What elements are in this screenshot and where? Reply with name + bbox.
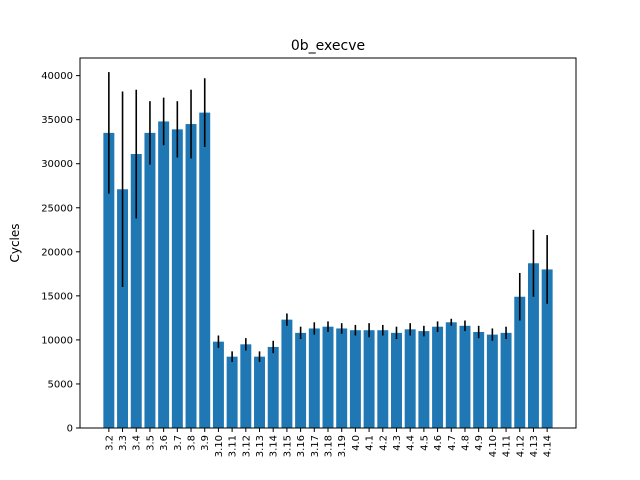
error-bars-layer bbox=[108, 72, 548, 362]
x-tick-label: 3.10 bbox=[214, 435, 225, 457]
x-tick-label: 4.9 bbox=[474, 435, 485, 451]
x-tick-label: 4.1 bbox=[365, 435, 376, 451]
bar-3.15 bbox=[281, 319, 293, 428]
y-tick-label: 15000 bbox=[41, 291, 73, 302]
x-tick-label: 3.5 bbox=[145, 435, 156, 451]
x-tick-label: 3.15 bbox=[282, 435, 293, 457]
bar-4.8 bbox=[459, 325, 471, 428]
bar-3.17 bbox=[308, 328, 320, 428]
bar-4.5 bbox=[418, 331, 430, 428]
x-axis-ticks: 3.2 3.3 3.4 3.5 3.6 3.7 3.8 3.9 3.10 3.11 3.12 3.13… bbox=[104, 428, 554, 457]
bar-4.6 bbox=[432, 326, 444, 428]
bar-4.4 bbox=[404, 329, 416, 428]
x-tick-label: 4.6 bbox=[433, 435, 444, 451]
x-tick-label: 3.7 bbox=[173, 435, 184, 451]
x-tick-label: 4.13 bbox=[529, 435, 540, 457]
y-tick-label: 0 bbox=[67, 424, 73, 435]
bar-4.0 bbox=[349, 330, 361, 428]
x-tick-label: 4.14 bbox=[543, 435, 554, 457]
y-tick-label: 35000 bbox=[41, 115, 73, 126]
y-tick-label: 25000 bbox=[41, 203, 73, 214]
bar-3.4 bbox=[130, 154, 142, 428]
x-tick-label: 4.8 bbox=[460, 435, 471, 451]
x-tick-label: 3.12 bbox=[241, 435, 252, 457]
bars-layer bbox=[103, 112, 553, 429]
bar-3.12 bbox=[240, 344, 252, 428]
x-tick-label: 4.12 bbox=[515, 435, 526, 457]
x-tick-label: 3.9 bbox=[200, 435, 211, 451]
x-tick-label: 4.3 bbox=[392, 435, 403, 451]
y-tick-label: 10000 bbox=[41, 335, 73, 346]
x-tick-label: 3.2 bbox=[104, 435, 115, 451]
x-tick-label: 4.4 bbox=[406, 435, 417, 451]
bar-3.8 bbox=[185, 124, 197, 428]
bar-3.18 bbox=[322, 326, 334, 428]
x-tick-label: 3.14 bbox=[269, 435, 280, 457]
bar-4.2 bbox=[377, 330, 389, 428]
x-tick-label: 3.18 bbox=[324, 435, 335, 457]
bar-4.3 bbox=[391, 332, 402, 428]
x-tick-label: 3.13 bbox=[255, 435, 266, 457]
bar-4.12 bbox=[514, 296, 526, 428]
x-tick-label: 3.16 bbox=[296, 435, 307, 457]
x-tick-label: 3.8 bbox=[187, 435, 198, 451]
bar-3.11 bbox=[226, 356, 238, 428]
bar-3.16 bbox=[295, 332, 307, 428]
bar-4.7 bbox=[445, 322, 457, 428]
chart-title: 0b_execve bbox=[291, 38, 365, 54]
x-tick-label: 4.2 bbox=[378, 435, 389, 451]
bar-4.11 bbox=[500, 332, 512, 428]
x-tick-label: 3.19 bbox=[337, 435, 348, 457]
x-tick-label: 4.11 bbox=[502, 435, 513, 457]
bar-4.1 bbox=[363, 330, 375, 428]
bar-3.19 bbox=[336, 328, 348, 428]
y-tick-label: 5000 bbox=[48, 379, 73, 390]
bar-4.14 bbox=[541, 269, 553, 428]
bar-3.2 bbox=[103, 132, 115, 428]
x-tick-label: 4.0 bbox=[351, 435, 362, 451]
y-tick-label: 30000 bbox=[41, 159, 73, 170]
y-axis-ticks: 0 5000 10000 15000 20000 25000 30000 35000 40000 bbox=[41, 71, 80, 435]
x-tick-label: 3.17 bbox=[310, 435, 321, 457]
bar-4.10 bbox=[486, 334, 498, 428]
bar-3.14 bbox=[267, 346, 279, 428]
x-tick-label: 4.7 bbox=[447, 435, 458, 451]
x-tick-label: 3.3 bbox=[118, 435, 129, 451]
y-tick-label: 20000 bbox=[41, 247, 73, 258]
bar-3.7 bbox=[171, 129, 183, 429]
bar-3.5 bbox=[144, 132, 156, 428]
x-tick-label: 4.5 bbox=[419, 435, 430, 451]
y-axis-label: Cycles bbox=[8, 223, 22, 262]
bar-3.13 bbox=[254, 356, 265, 428]
x-tick-label: 4.10 bbox=[488, 435, 499, 457]
x-tick-label: 3.11 bbox=[228, 435, 239, 457]
bar-3.9 bbox=[199, 112, 211, 429]
x-tick-label: 3.6 bbox=[159, 435, 170, 451]
x-tick-label: 3.4 bbox=[132, 435, 143, 451]
y-tick-label: 40000 bbox=[41, 71, 73, 82]
bar-3.6 bbox=[158, 121, 170, 429]
bar-4.13 bbox=[527, 263, 539, 428]
bar-3.10 bbox=[212, 341, 224, 428]
bar-3.3 bbox=[117, 189, 129, 428]
bar-4.9 bbox=[473, 331, 485, 428]
